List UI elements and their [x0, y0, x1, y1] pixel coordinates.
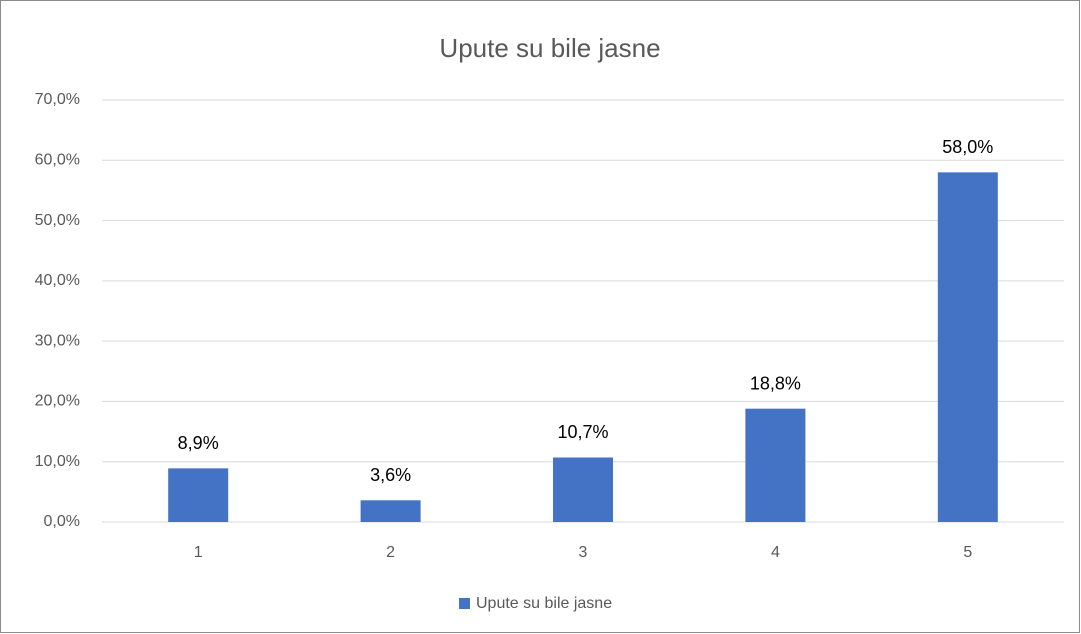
y-tick-label: 40,0%	[35, 272, 80, 289]
y-tick-label: 70,0%	[35, 91, 80, 108]
y-tick-label: 10,0%	[35, 453, 80, 470]
x-tick-label: 3	[579, 544, 588, 561]
data-label: 58,0%	[942, 137, 993, 157]
y-tick-label: 30,0%	[35, 332, 80, 349]
x-tick-label: 1	[194, 544, 203, 561]
legend-swatch	[459, 598, 470, 609]
data-label: 8,9%	[178, 433, 219, 453]
bar	[553, 457, 613, 522]
data-label: 18,8%	[750, 373, 801, 393]
x-tick-label: 5	[963, 544, 972, 561]
x-tick-label: 4	[771, 544, 780, 561]
data-label: 3,6%	[370, 465, 411, 485]
y-tick-label: 60,0%	[35, 152, 80, 169]
legend-label: Upute su bile jasne	[476, 595, 612, 612]
data-label: 10,7%	[557, 422, 608, 442]
bar	[937, 172, 998, 523]
bar	[360, 500, 421, 522]
x-tick-label: 2	[386, 544, 395, 561]
y-tick-label: 50,0%	[35, 212, 80, 229]
bar	[168, 468, 229, 522]
chart-title: Upute su bile jasne	[439, 33, 660, 63]
y-tick-label: 0,0%	[44, 513, 80, 530]
bar	[745, 408, 806, 522]
y-tick-label: 20,0%	[35, 393, 80, 410]
